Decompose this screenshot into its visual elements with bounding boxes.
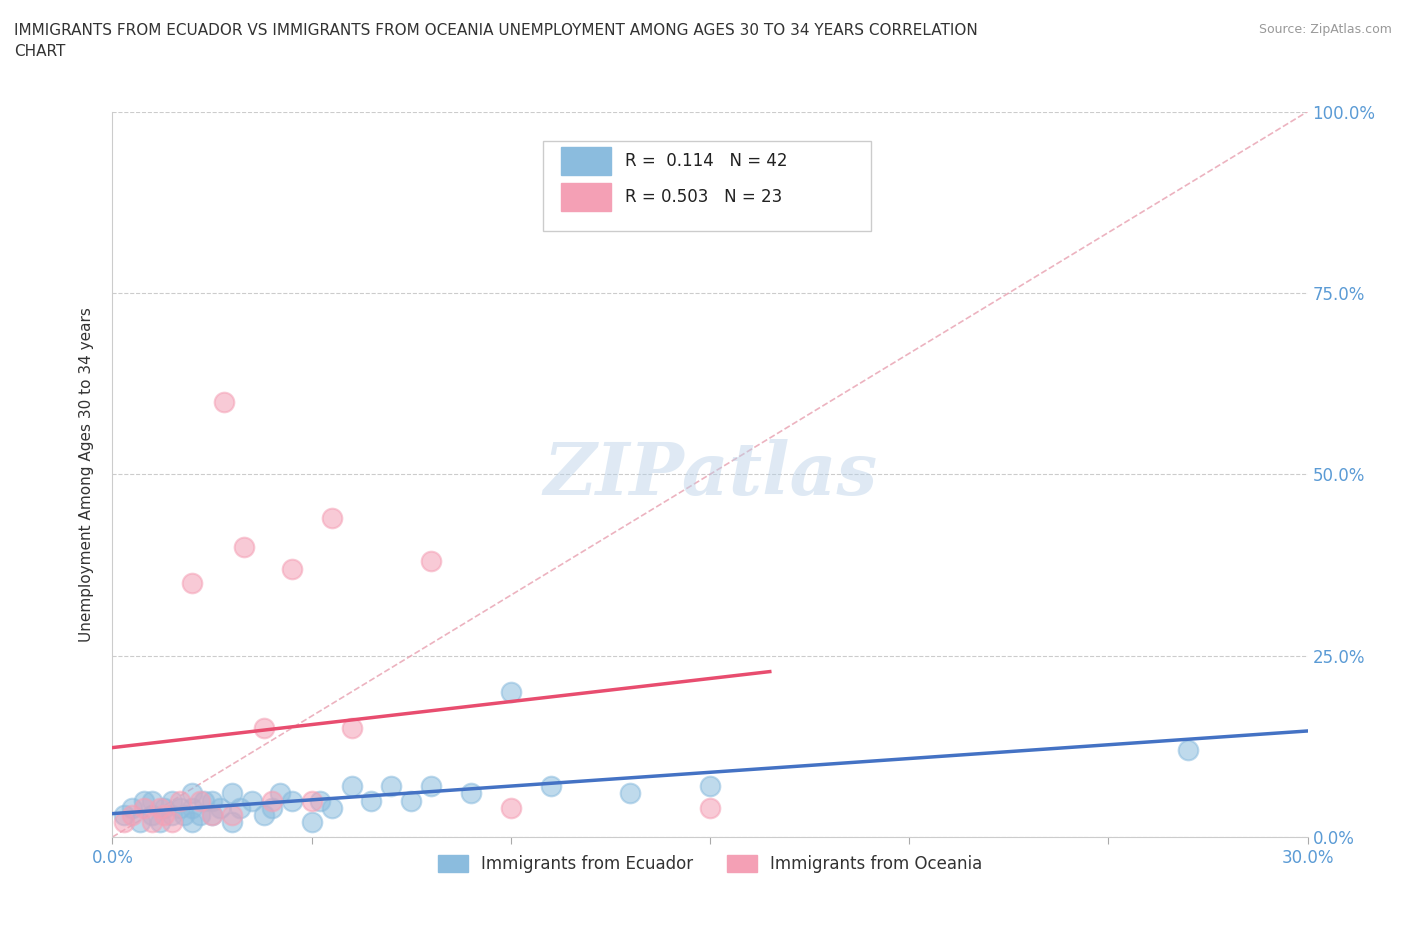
Point <box>181 786 204 801</box>
Point <box>401 793 423 808</box>
Point <box>134 793 156 808</box>
Point <box>699 778 721 793</box>
Point <box>499 801 522 816</box>
Point <box>240 793 263 808</box>
FancyBboxPatch shape <box>561 147 610 175</box>
Point <box>540 778 562 793</box>
Point <box>181 815 204 830</box>
Point <box>253 808 276 823</box>
Point <box>221 815 243 830</box>
Point <box>212 394 235 409</box>
Point <box>181 801 204 816</box>
Point <box>121 801 143 816</box>
Point <box>420 778 443 793</box>
Point <box>149 801 172 816</box>
Text: Source: ZipAtlas.com: Source: ZipAtlas.com <box>1258 23 1392 36</box>
Point <box>321 801 343 816</box>
Point <box>162 808 183 823</box>
Point <box>301 815 323 830</box>
Text: R =  0.114   N = 42: R = 0.114 N = 42 <box>626 152 787 170</box>
Point <box>380 778 402 793</box>
Point <box>221 786 243 801</box>
Point <box>260 793 283 808</box>
Point <box>619 786 641 801</box>
Point <box>121 808 143 823</box>
Point <box>153 801 176 816</box>
Point <box>340 721 363 736</box>
Point <box>233 539 256 554</box>
Point <box>301 793 323 808</box>
Point <box>321 511 343 525</box>
Point <box>153 808 176 823</box>
Point <box>269 786 291 801</box>
Point <box>260 801 283 816</box>
Point <box>281 561 304 576</box>
Point <box>1177 742 1199 757</box>
Point <box>229 801 252 816</box>
Point <box>173 808 195 823</box>
Point <box>201 808 224 823</box>
Point <box>134 801 156 816</box>
Point <box>141 815 163 830</box>
Point <box>169 801 191 816</box>
Point <box>193 793 215 808</box>
Point <box>253 721 276 736</box>
Point <box>201 793 224 808</box>
Point <box>114 808 135 823</box>
Point <box>340 778 363 793</box>
Point <box>141 793 163 808</box>
Text: R = 0.503   N = 23: R = 0.503 N = 23 <box>626 188 782 206</box>
Point <box>308 793 330 808</box>
Point <box>188 793 211 808</box>
Point <box>499 684 522 699</box>
Point <box>281 793 304 808</box>
FancyBboxPatch shape <box>543 140 872 232</box>
Point <box>360 793 382 808</box>
Point <box>169 793 191 808</box>
Point <box>114 815 135 830</box>
Point <box>420 554 443 569</box>
FancyBboxPatch shape <box>561 183 610 211</box>
Point <box>699 801 721 816</box>
Point <box>162 815 183 830</box>
Text: ZIPatlas: ZIPatlas <box>543 439 877 510</box>
Point <box>181 576 204 591</box>
Legend: Immigrants from Ecuador, Immigrants from Oceania: Immigrants from Ecuador, Immigrants from… <box>432 848 988 880</box>
Point <box>141 808 163 823</box>
Point <box>460 786 482 801</box>
Point <box>129 815 152 830</box>
Point <box>162 793 183 808</box>
Point <box>221 808 243 823</box>
Point <box>201 808 224 823</box>
Point <box>188 808 211 823</box>
Y-axis label: Unemployment Among Ages 30 to 34 years: Unemployment Among Ages 30 to 34 years <box>79 307 94 642</box>
Point <box>209 801 232 816</box>
Text: IMMIGRANTS FROM ECUADOR VS IMMIGRANTS FROM OCEANIA UNEMPLOYMENT AMONG AGES 30 TO: IMMIGRANTS FROM ECUADOR VS IMMIGRANTS FR… <box>14 23 977 60</box>
Point <box>149 815 172 830</box>
